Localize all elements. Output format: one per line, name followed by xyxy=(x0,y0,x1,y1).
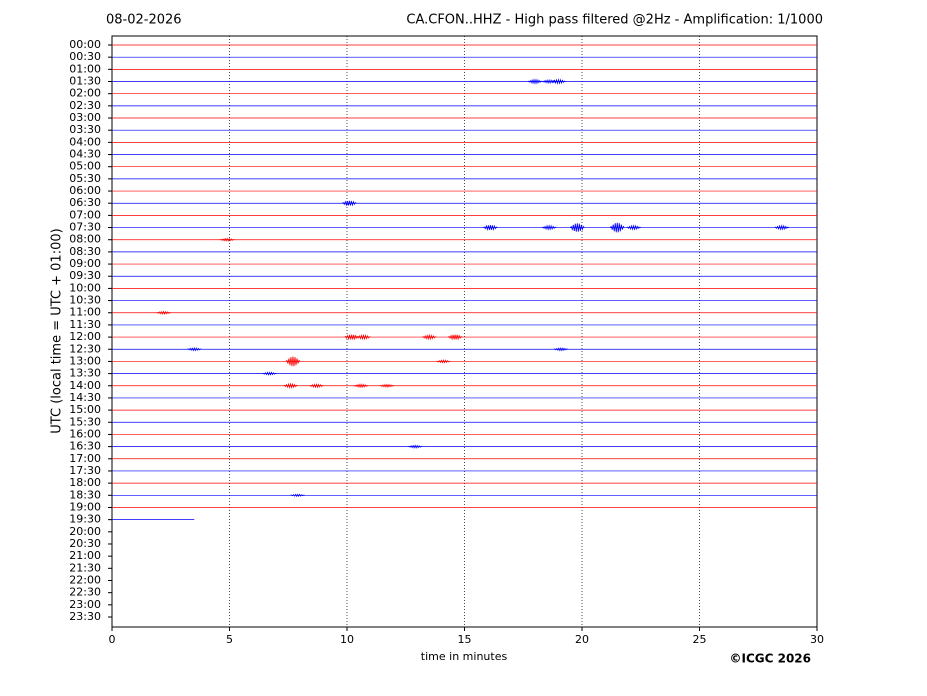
x-tick-label: 25 xyxy=(693,633,707,646)
y-tick-label: 04:30 xyxy=(69,148,101,161)
y-tick-label: 18:30 xyxy=(69,488,101,501)
y-tick-label: 10:00 xyxy=(69,281,101,294)
y-tick-label: 19:00 xyxy=(69,500,101,513)
y-tick-label: 00:00 xyxy=(69,38,101,51)
seismic-event xyxy=(342,200,357,207)
y-tick-label: 02:30 xyxy=(69,99,101,112)
y-tick-label: 15:00 xyxy=(69,403,101,416)
seismic-event xyxy=(283,382,298,389)
y-tick-label: 05:30 xyxy=(69,172,101,185)
y-tick-label: 00:30 xyxy=(69,50,101,63)
y-tick-label: 13:00 xyxy=(69,354,101,367)
y-tick-label: 10:30 xyxy=(69,294,101,307)
y-tick-label: 19:30 xyxy=(69,513,101,526)
seismic-event xyxy=(774,224,789,231)
credit: ©ICGC 2026 xyxy=(729,652,811,666)
y-tick-label: 03:00 xyxy=(69,111,101,124)
x-tick-label: 5 xyxy=(226,633,233,646)
y-tick-label: 09:30 xyxy=(69,269,101,282)
seismic-event xyxy=(407,444,423,449)
y-tick-label: 22:00 xyxy=(69,573,101,586)
y-tick-label: 06:30 xyxy=(69,196,101,209)
x-tick-label: 20 xyxy=(575,633,589,646)
y-tick-label: 06:00 xyxy=(69,184,101,197)
seismic-event xyxy=(262,371,277,376)
y-tick-label: 01:00 xyxy=(69,62,101,75)
y-tick-label: 16:00 xyxy=(69,427,101,440)
x-tick-label: 0 xyxy=(109,633,116,646)
seismic-event xyxy=(156,310,171,315)
y-tick-label: 20:00 xyxy=(69,525,101,538)
y-tick-label: 17:30 xyxy=(69,464,101,477)
y-tick-label: 14:00 xyxy=(69,379,101,392)
seismic-event xyxy=(626,224,641,231)
y-tick-label: 07:30 xyxy=(69,221,101,234)
y-tick-label: 05:00 xyxy=(69,160,101,173)
plot-frame xyxy=(111,35,818,628)
x-tick-label: 15 xyxy=(458,633,472,646)
y-tick-label: 21:30 xyxy=(69,561,101,574)
seismic-event xyxy=(551,78,566,85)
y-tick-label: 13:30 xyxy=(69,367,101,380)
seismic-event xyxy=(569,223,585,232)
seismic-event xyxy=(379,383,395,388)
x-tick-label: 10 xyxy=(340,633,354,646)
y-tick-label: 12:30 xyxy=(69,342,101,355)
seismic-event xyxy=(219,237,235,242)
y-tick-label: 08:30 xyxy=(69,245,101,258)
y-tick-label: 22:30 xyxy=(69,586,101,599)
y-tick-label: 15:30 xyxy=(69,415,101,428)
y-tick-label: 21:00 xyxy=(69,549,101,562)
y-tick-label: 04:00 xyxy=(69,135,101,148)
seismic-event xyxy=(344,334,359,341)
seismic-event xyxy=(309,383,324,389)
seismic-event xyxy=(447,334,463,341)
seismic-event xyxy=(187,347,202,352)
x-axis-label: time in minutes xyxy=(421,650,508,663)
seismic-event xyxy=(527,78,543,85)
y-tick-label: 02:00 xyxy=(69,87,101,100)
seismic-event xyxy=(553,347,569,352)
y-tick-label: 18:00 xyxy=(69,476,101,489)
y-axis-label: UTC (local time = UTC + 01:00) xyxy=(50,228,65,433)
y-tick-label: 23:30 xyxy=(69,610,101,623)
y-tick-label: 20:30 xyxy=(69,537,101,550)
y-tick-label: 03:30 xyxy=(69,123,101,136)
seismic-event xyxy=(353,383,369,389)
y-tick-label: 23:00 xyxy=(69,598,101,611)
y-tick-label: 14:30 xyxy=(69,391,101,404)
seismic-event xyxy=(285,356,301,367)
y-tick-label: 17:00 xyxy=(69,452,101,465)
y-tick-label: 07:00 xyxy=(69,208,101,221)
seismic-event xyxy=(356,333,371,341)
x-tick-label: 30 xyxy=(810,633,824,646)
seismic-event xyxy=(436,359,451,364)
y-tick-label: 11:30 xyxy=(69,318,101,331)
seismic-event xyxy=(609,222,625,233)
y-tick-label: 01:30 xyxy=(69,75,101,88)
y-tick-label: 11:00 xyxy=(69,306,101,319)
seismic-event xyxy=(541,224,557,231)
y-tick-label: 12:00 xyxy=(69,330,101,343)
seismic-event xyxy=(483,224,498,231)
seismic-event xyxy=(422,333,437,341)
seismic-event xyxy=(290,493,305,498)
chart-title: CA.CFON..HHZ - High pass filtered @2Hz -… xyxy=(406,13,823,28)
date: 08-02-2026 xyxy=(106,13,182,28)
y-tick-label: 09:00 xyxy=(69,257,101,270)
y-tick-label: 16:30 xyxy=(69,440,101,453)
y-tick-label: 08:00 xyxy=(69,233,101,246)
